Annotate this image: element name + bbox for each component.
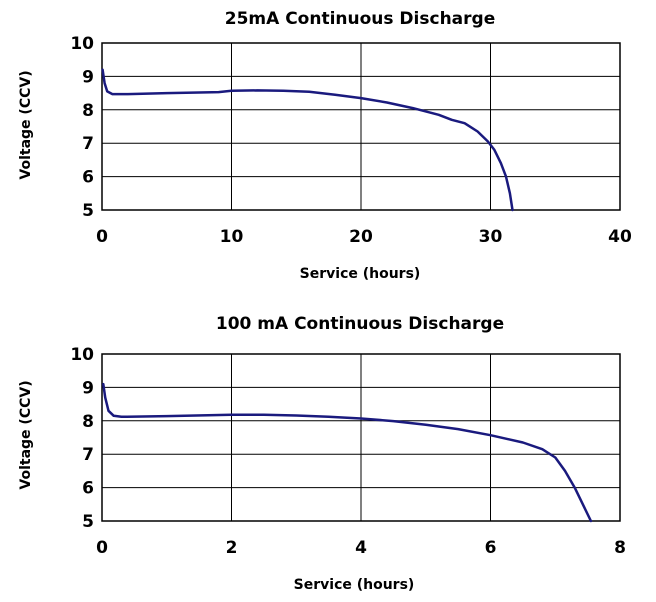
chart-100ma: 100 mA Continuous Discharge Voltage (CCV… xyxy=(18,314,626,593)
series-line xyxy=(102,382,593,523)
y-axis-label: Voltage (CCV) xyxy=(18,70,34,179)
y-tick-label: 8 xyxy=(82,412,94,432)
series-line xyxy=(101,68,514,212)
y-tick-label: 5 xyxy=(82,512,94,532)
y-tick-label: 10 xyxy=(70,34,94,54)
x-tick-label: 6 xyxy=(485,538,497,558)
chart-title: 100 mA Continuous Discharge xyxy=(216,314,504,334)
y-tick-label: 8 xyxy=(82,101,94,121)
y-axis-label: Voltage (CCV) xyxy=(18,380,34,489)
y-tick-label: 5 xyxy=(82,201,94,221)
y-tick-label: 9 xyxy=(82,67,94,87)
x-tick-label: 0 xyxy=(96,538,108,558)
x-tick-label: 2 xyxy=(226,538,238,558)
y-tick-label: 9 xyxy=(82,378,94,398)
plot-frame xyxy=(101,42,621,211)
x-tick-label: 4 xyxy=(355,538,367,558)
plot-frame xyxy=(101,353,621,522)
x-axis-label: Service (hours) xyxy=(300,266,421,282)
y-tick-label: 10 xyxy=(70,345,94,365)
x-tick-label: 10 xyxy=(220,227,244,247)
chart-25ma: 25mA Continuous Discharge Voltage (CCV) … xyxy=(18,9,632,282)
x-tick-label: 0 xyxy=(96,227,108,247)
y-tick-label: 6 xyxy=(82,479,94,499)
x-axis-label: Service (hours) xyxy=(294,577,415,593)
gridlines xyxy=(102,354,620,521)
x-tick-label: 8 xyxy=(614,538,626,558)
y-tick-label: 6 xyxy=(82,168,94,188)
x-tick-label: 40 xyxy=(608,227,632,247)
chart-title: 25mA Continuous Discharge xyxy=(225,9,495,29)
gridlines xyxy=(102,43,620,210)
x-tick-label: 20 xyxy=(349,227,373,247)
y-tick-label: 7 xyxy=(82,445,94,465)
y-tick-label: 7 xyxy=(82,134,94,154)
x-tick-label: 30 xyxy=(479,227,503,247)
